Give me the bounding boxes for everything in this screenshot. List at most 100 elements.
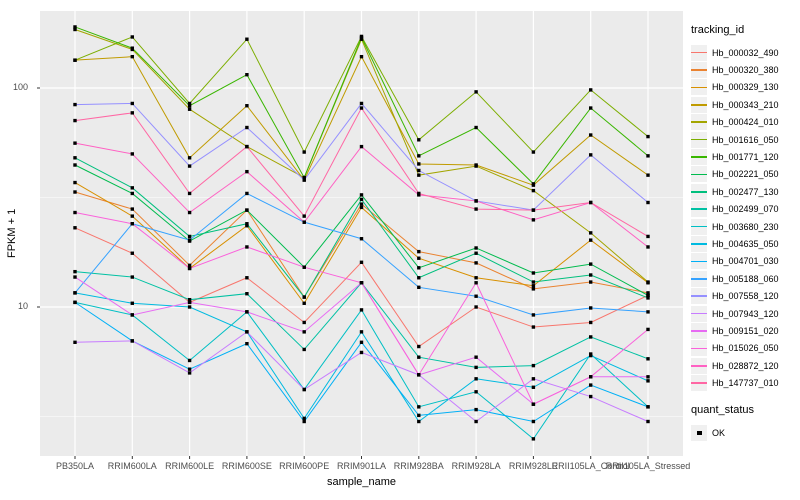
data-point-marker — [417, 256, 421, 260]
legend-key-swatch — [691, 131, 707, 148]
data-point-marker — [474, 294, 478, 298]
data-point-marker — [417, 154, 421, 158]
y-tick-label: 10 — [17, 301, 28, 311]
legend-item: Hb_004635_050 — [691, 235, 799, 252]
data-point-marker — [359, 54, 364, 59]
data-point-marker — [589, 335, 593, 339]
legend-item-label: Hb_015026_050 — [712, 343, 779, 354]
data-point-marker — [73, 156, 77, 160]
data-point-marker — [130, 313, 134, 317]
data-point-marker — [417, 173, 421, 177]
legend-key-swatch — [691, 201, 707, 218]
legend-key-line-icon — [691, 382, 707, 384]
data-point-marker — [646, 296, 650, 300]
y-tick-label: 100 — [12, 82, 28, 92]
data-point-marker — [359, 205, 364, 210]
data-point-marker — [474, 246, 478, 250]
data-point-marker — [646, 173, 650, 177]
data-point-marker — [359, 35, 364, 40]
legend-item: Hb_147737_010 — [691, 374, 799, 392]
legend-key-swatch — [691, 44, 707, 61]
data-point-marker — [359, 193, 364, 197]
x-tick-label: RRIM928LA — [451, 461, 501, 471]
data-point-marker — [646, 310, 650, 314]
data-point-marker — [474, 199, 478, 203]
data-point-marker — [531, 188, 536, 193]
legend-item-label: Hb_005188_060 — [712, 273, 779, 284]
data-point-marker — [130, 214, 134, 218]
data-point-marker — [474, 390, 478, 394]
data-point-marker — [130, 152, 134, 156]
data-point-marker — [359, 101, 364, 106]
legend-item: Hb_000329_130 — [691, 79, 799, 96]
data-point-marker — [531, 280, 536, 284]
legend-item-label: Hb_028872_120 — [712, 360, 779, 371]
data-point-marker — [245, 222, 249, 226]
data-point-marker — [531, 377, 536, 381]
data-point-marker — [302, 265, 306, 269]
legend-key-line-icon — [691, 191, 707, 193]
data-point-marker — [130, 54, 134, 59]
data-point-marker — [417, 138, 421, 142]
legend-key-swatch — [691, 149, 707, 166]
legend-key-swatch — [691, 322, 707, 339]
data-point-marker — [245, 191, 249, 196]
legend-key-swatch — [691, 218, 707, 235]
data-point-marker — [359, 237, 364, 241]
data-point-marker — [646, 291, 650, 295]
data-point-marker — [589, 375, 593, 379]
data-point-marker — [474, 281, 478, 285]
data-point-marker — [474, 377, 478, 381]
data-point-marker — [130, 101, 134, 106]
y-axis-title: FPKM + 1 — [6, 208, 18, 259]
legend-key-line-icon — [691, 277, 707, 280]
data-point-marker — [302, 416, 306, 421]
data-point-marker — [646, 379, 650, 383]
data-point-marker — [531, 287, 536, 291]
legend-item-label: Hb_147737_010 — [712, 378, 779, 389]
legend-item-label: Hb_007558_120 — [712, 291, 779, 302]
data-point-marker — [245, 37, 249, 41]
data-point-marker — [417, 419, 421, 424]
data-point-marker — [589, 394, 593, 399]
legend-key-line-icon — [691, 69, 707, 71]
legend-item: Hb_009151_020 — [691, 322, 799, 339]
data-point-marker — [245, 144, 249, 149]
data-point-marker — [73, 25, 77, 29]
data-point-marker — [646, 200, 650, 205]
legend-item-list: Hb_000032_490 Hb_000320_380 Hb_000329_130 H… — [691, 44, 799, 392]
black-square-key-icon — [691, 424, 707, 441]
legend-key-line-icon — [691, 104, 707, 106]
data-point-marker — [589, 280, 593, 284]
data-point-marker — [474, 365, 478, 370]
data-point-marker — [130, 222, 134, 226]
legend-item: Hb_000320_380 — [691, 61, 799, 79]
data-point-marker — [417, 405, 421, 409]
data-point-marker — [531, 271, 536, 275]
x-tick-label: RRIM901LA — [336, 461, 387, 471]
data-point-marker — [474, 251, 478, 255]
x-tick-label: RRIM600PE — [279, 461, 330, 471]
legend-title-tracking-id: tracking_id — [691, 24, 745, 36]
data-point-marker — [187, 297, 192, 302]
data-point-marker — [474, 419, 478, 424]
data-point-marker — [417, 266, 421, 270]
data-point-marker — [359, 144, 364, 149]
y-axis-tick-labels: 100 10 — [0, 0, 36, 500]
data-point-marker — [302, 330, 306, 334]
data-point-marker — [130, 207, 134, 211]
legend-item-label: Hb_004701_030 — [712, 256, 779, 267]
legend-item: Hb_002221_050 — [691, 166, 799, 183]
data-point-marker — [589, 273, 593, 277]
legend-key-swatch — [691, 357, 707, 374]
data-point-marker — [646, 234, 650, 239]
data-point-marker — [531, 437, 536, 441]
legend-item-label: Hb_001616_050 — [712, 134, 779, 145]
legend-key-line-icon — [691, 312, 707, 315]
legend-item: Hb_002499_070 — [691, 201, 799, 218]
data-point-marker — [245, 310, 249, 314]
data-point-marker — [359, 350, 364, 355]
data-point-marker — [417, 168, 421, 173]
legend-item-label: Hb_007943_120 — [712, 308, 779, 319]
data-point-marker — [474, 261, 478, 265]
